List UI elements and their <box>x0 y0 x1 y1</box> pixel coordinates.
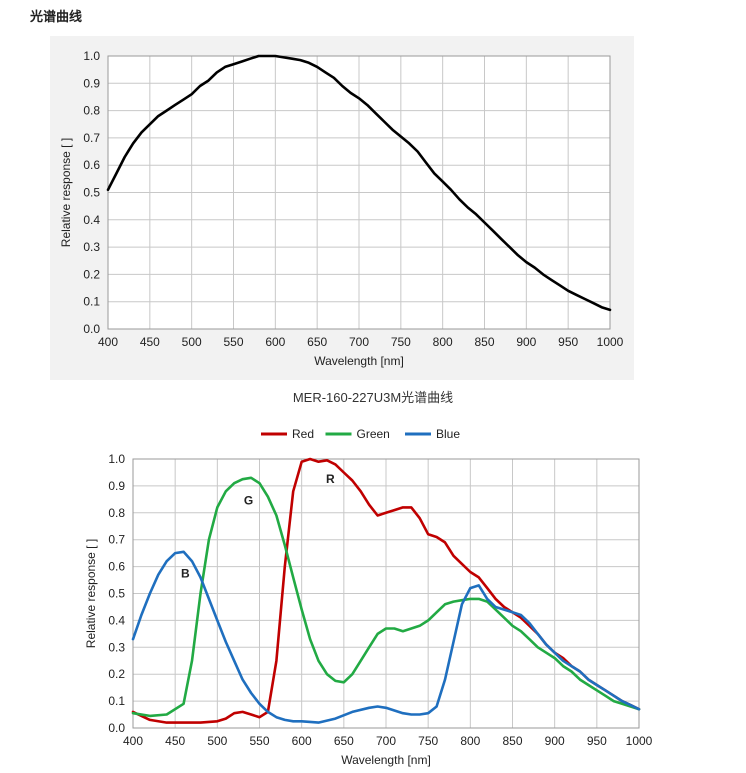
section-title: 光谱曲线 <box>30 10 83 25</box>
x-tick-label: 600 <box>265 335 285 349</box>
legend-item-blue: Blue <box>405 427 460 441</box>
y-tick-label: 0.4 <box>108 613 125 627</box>
x-tick-label: 800 <box>460 734 480 748</box>
plot-border <box>132 458 640 729</box>
series-line-red <box>131 457 641 724</box>
x-tick-label: 600 <box>292 734 312 748</box>
y-tick-label: 0.1 <box>83 295 100 309</box>
curve-annotation: G <box>244 494 253 508</box>
x-tick-label: 500 <box>182 335 202 349</box>
y-tick-label: 0.8 <box>83 104 100 118</box>
y-tick-label: 0.2 <box>108 667 125 681</box>
x-tick-label: 900 <box>545 734 565 748</box>
legend-item-green: Green <box>325 427 390 441</box>
x-tick-label: 450 <box>165 734 185 748</box>
y-tick-label: 0.3 <box>108 640 125 654</box>
y-tick-label: 0.2 <box>83 267 100 281</box>
x-tick-label: 850 <box>502 734 522 748</box>
x-axis-label: Wavelength [nm] <box>314 354 404 368</box>
x-tick-label: 750 <box>418 734 438 748</box>
legend-label: Red <box>292 427 314 441</box>
x-tick-label: 700 <box>376 734 396 748</box>
x-axis-label: Wavelength [nm] <box>341 753 431 767</box>
legend-label: Green <box>357 427 390 441</box>
x-tick-label: 950 <box>558 335 578 349</box>
x-tick-label: 550 <box>249 734 269 748</box>
x-tick-label: 650 <box>307 335 327 349</box>
response-chart-mono: 400 450 500 550 600 650 700 750 800 850 900 950 1000… <box>50 36 634 380</box>
y-tick-label: 0.9 <box>83 76 100 90</box>
y-axis-label: Relative response [ ] <box>84 539 98 648</box>
x-tick-label: 650 <box>334 734 354 748</box>
curve-annotation: B <box>181 566 190 580</box>
x-tick-label: 800 <box>433 335 453 349</box>
x-tick-label: 550 <box>223 335 243 349</box>
y-tick-label: 0.9 <box>108 479 125 493</box>
x-tick-label: 400 <box>98 335 118 349</box>
y-axis-label: Relative response [ ] <box>59 138 73 247</box>
y-tick-label: 1.0 <box>83 49 100 63</box>
y-tick-label: 1.0 <box>108 452 125 466</box>
y-tick-label: 0.3 <box>83 240 100 254</box>
y-tick-label: 0.6 <box>83 158 100 172</box>
series-line-green <box>131 476 641 718</box>
x-tick-label: 450 <box>140 335 160 349</box>
y-tick-label: 0.5 <box>83 186 100 200</box>
x-tick-label: 950 <box>587 734 607 748</box>
x-tick-label: 400 <box>123 734 143 748</box>
legend-item-red: Red <box>261 427 314 441</box>
x-tick-label: 1000 <box>597 335 624 349</box>
x-tick-label: 850 <box>474 335 494 349</box>
chart-caption: MER-160-227U3M光谱曲线 <box>292 390 454 405</box>
curve-annotation: R <box>326 472 335 486</box>
y-tick-label: 0.5 <box>108 587 125 601</box>
y-tick-label: 0.8 <box>108 506 125 520</box>
y-tick-label: 0.4 <box>83 213 100 227</box>
series-line-blue <box>131 550 641 724</box>
y-tick-label: 0.7 <box>83 131 100 145</box>
legend-label: Blue <box>436 427 460 441</box>
y-tick-label: 0.7 <box>108 533 125 547</box>
x-tick-label: 700 <box>349 335 369 349</box>
x-tick-label: 900 <box>516 335 536 349</box>
plot-border <box>107 55 611 330</box>
x-tick-label: 500 <box>207 734 227 748</box>
y-tick-label: 0.1 <box>108 694 125 708</box>
y-tick-label: 0.0 <box>83 322 100 336</box>
x-tick-label: 750 <box>391 335 411 349</box>
x-tick-label: 1000 <box>626 734 653 748</box>
y-tick-label: 0.6 <box>108 560 125 574</box>
series-line <box>106 54 612 312</box>
y-tick-label: 0.0 <box>108 721 125 735</box>
